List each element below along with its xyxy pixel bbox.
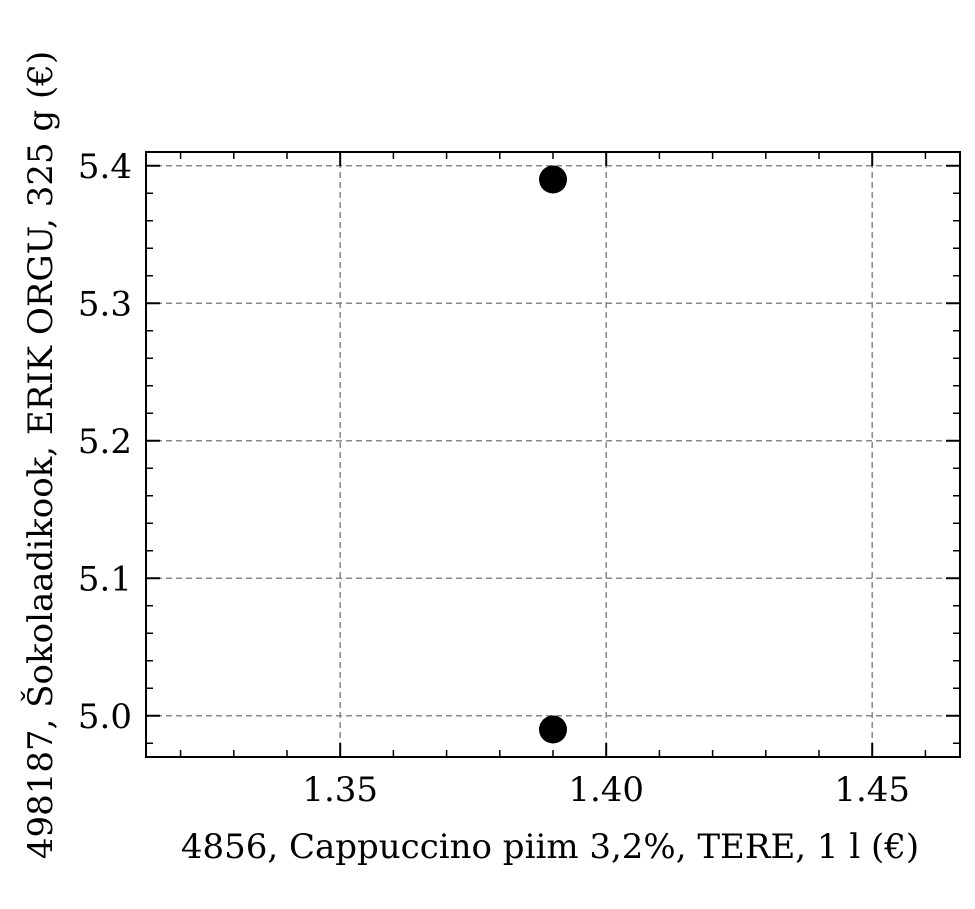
y-tick-labels: 5.0 5.1 5.2 5.3 5.4 <box>78 147 132 737</box>
y-tick-label: 5.2 <box>78 422 132 462</box>
x-tick-label: 1.45 <box>834 770 910 810</box>
plot-area <box>146 152 960 757</box>
x-tick-label: 1.40 <box>568 770 644 810</box>
data-points <box>539 165 567 744</box>
x-axis-label: 4856, Cappuccino piim 3,2%, TERE, 1 l (€… <box>181 827 919 867</box>
data-point <box>539 165 567 194</box>
x-tick-label: 1.35 <box>302 770 378 810</box>
y-tick-label: 5.0 <box>78 697 132 737</box>
axis-ticks <box>146 152 960 757</box>
x-tick-labels: 1.35 1.40 1.45 <box>302 770 910 810</box>
data-point <box>539 715 567 744</box>
plot-frame <box>145 151 961 758</box>
y-tick-label: 5.4 <box>78 147 132 187</box>
y-axis-label: 498187, Šokolaadikook, ERIK ORGU, 325 g … <box>20 51 61 859</box>
grid-lines <box>146 152 960 757</box>
y-tick-label: 5.3 <box>78 284 132 324</box>
y-tick-label: 5.1 <box>78 559 132 599</box>
